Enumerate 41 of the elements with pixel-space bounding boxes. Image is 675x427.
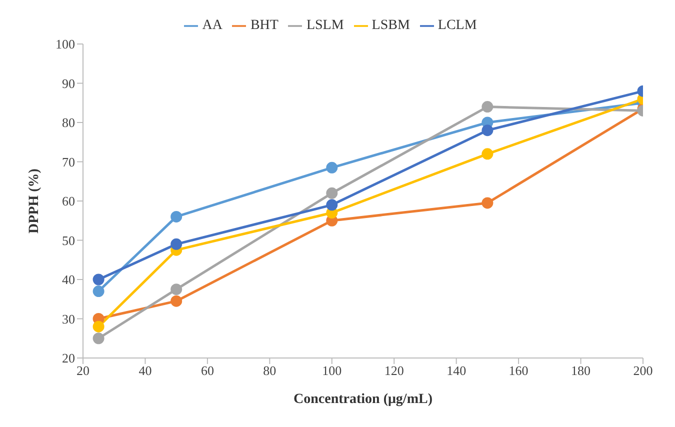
point — [482, 197, 494, 209]
point — [482, 101, 494, 113]
y-tick-label: 30 — [62, 311, 75, 326]
legend-label: LCLM — [438, 18, 477, 33]
point — [482, 148, 494, 160]
y-tick-label: 90 — [62, 76, 75, 91]
y-tick-label: 70 — [62, 154, 75, 170]
x-tick-label: 180 — [571, 363, 591, 378]
x-tick-label: 60 — [200, 363, 214, 378]
y-tick-label: 20 — [62, 350, 75, 366]
legend-label: BHT — [250, 18, 278, 33]
point — [482, 124, 494, 136]
legend-label: LSBM — [372, 18, 410, 33]
y-axis-title: DPPH (%) — [26, 168, 42, 234]
x-tick-label: 120 — [384, 363, 404, 378]
x-tick-label: 20 — [76, 363, 90, 378]
point — [326, 162, 338, 174]
point — [170, 238, 182, 250]
y-tick-label: 60 — [62, 194, 75, 209]
y-tick-label: 100 — [56, 36, 75, 52]
point — [92, 332, 104, 344]
x-tick-label: 160 — [508, 363, 528, 378]
point — [170, 210, 182, 222]
y-tick-label: 40 — [62, 272, 75, 288]
x-tick-label: 100 — [322, 363, 342, 378]
x-tick-label: 140 — [446, 363, 466, 378]
x-tick-label: 40 — [138, 363, 152, 378]
y-tick-label: 80 — [62, 115, 75, 130]
x-tick-label: 200 — [633, 363, 653, 378]
x-axis-title: Concentration (μg/mL) — [294, 392, 433, 407]
y-tick-label: 50 — [62, 232, 75, 248]
legend-label: AA — [202, 18, 222, 33]
point — [326, 199, 338, 211]
point — [170, 295, 182, 307]
point — [92, 320, 104, 332]
x-tick-label: 80 — [263, 363, 276, 378]
point — [92, 274, 104, 286]
point — [170, 284, 182, 296]
legend-label: LSLM — [306, 18, 344, 33]
point — [326, 187, 338, 199]
point — [92, 286, 104, 298]
